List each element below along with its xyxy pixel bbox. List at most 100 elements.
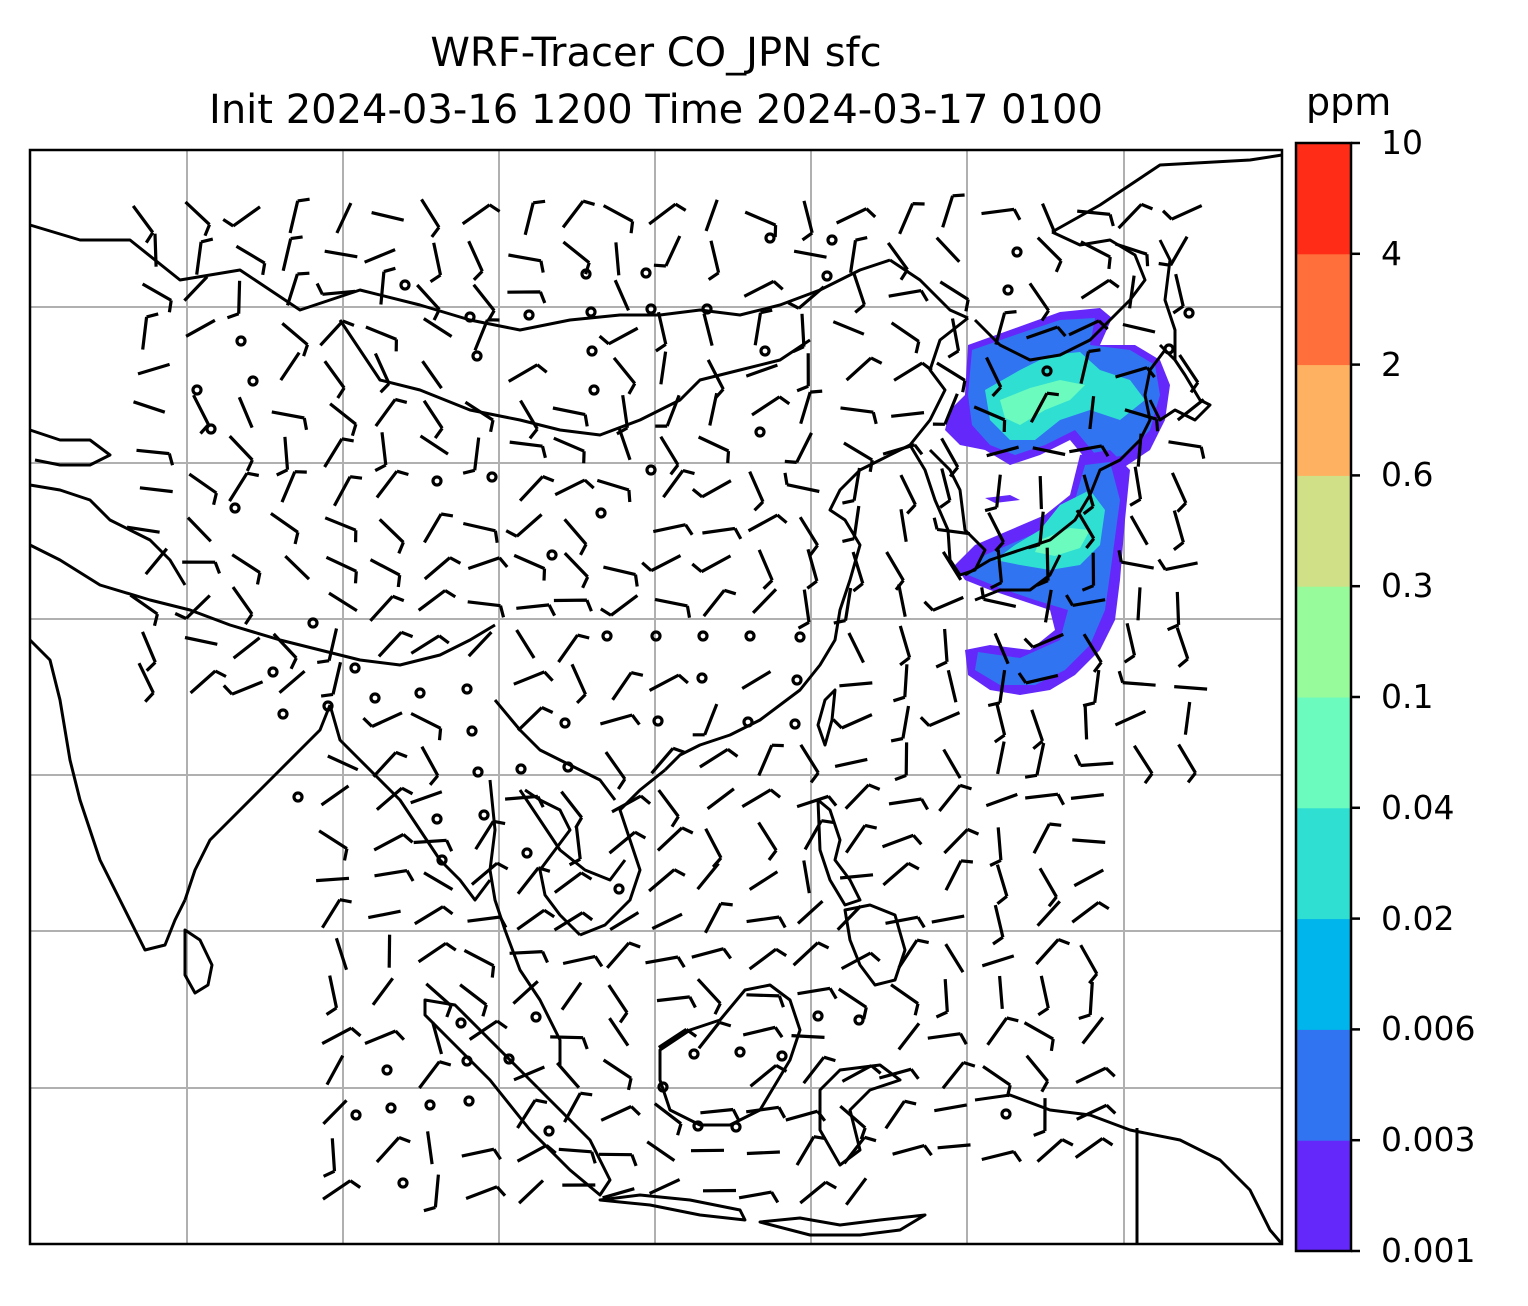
wind-barb	[1117, 670, 1156, 687]
wind-barb	[288, 197, 310, 234]
wind-barb	[899, 474, 917, 515]
wind-barb	[881, 833, 923, 849]
colorbar	[1294, 141, 1360, 1253]
wind-barb	[315, 282, 356, 296]
wind-barb	[839, 681, 873, 688]
wind-barb	[897, 583, 907, 618]
wind-barb	[1174, 685, 1208, 691]
wind-barb	[656, 826, 694, 852]
colorbar-tick-label: 0.003	[1381, 1120, 1476, 1160]
wind-barb	[980, 587, 1017, 608]
wind-barb	[702, 588, 737, 618]
wind-barb	[470, 861, 509, 886]
wind-barb	[1078, 981, 1094, 1021]
wind-barb	[749, 1064, 788, 1088]
wind-barb	[835, 207, 877, 225]
wind-barb	[796, 900, 824, 925]
wind-barb	[892, 1143, 933, 1157]
wind-barb	[316, 628, 339, 664]
wind-barb	[1025, 792, 1066, 806]
wind-barb	[137, 662, 155, 703]
colorbar-tick-label: 0.04	[1381, 787, 1455, 827]
wind-barb	[996, 741, 1006, 775]
wind-barb	[462, 437, 481, 475]
wind-barb	[1082, 633, 1103, 673]
wind-barb	[285, 271, 310, 306]
wind-barb	[425, 982, 453, 1018]
calm-wind-circle	[657, 1081, 669, 1093]
wind-barb	[609, 911, 640, 931]
wind-barb	[605, 941, 641, 969]
wind-barb	[981, 1150, 1023, 1163]
wind-barb	[139, 486, 173, 494]
wind-barb	[1038, 476, 1043, 510]
wind-barb	[932, 393, 959, 426]
wind-barb	[745, 1105, 787, 1119]
wind-barb	[797, 986, 838, 1000]
wind-barb	[509, 440, 547, 459]
wind-barb	[558, 1147, 597, 1164]
wind-barb	[362, 711, 403, 728]
wind-barb	[940, 437, 960, 478]
wind-barb	[648, 1178, 681, 1195]
calm-wind-circle	[688, 1048, 700, 1060]
colorbar-tick-label: 2	[1381, 344, 1402, 384]
wind-barb	[465, 1185, 507, 1200]
wind-barb	[653, 235, 682, 268]
wind-barb	[1071, 901, 1110, 924]
wind-barb	[226, 280, 242, 320]
wind-barb	[656, 995, 697, 1009]
wind-barb	[1024, 742, 1046, 779]
calm-wind-circle	[1000, 1108, 1012, 1120]
wind-barb	[1168, 440, 1206, 459]
wind-barb	[410, 634, 450, 655]
calm-wind-circle	[455, 1017, 467, 1029]
calm-wind-circle	[692, 1120, 704, 1132]
wind-barb	[745, 363, 778, 378]
wind-barb	[422, 317, 453, 338]
coast-japan-honshu	[964, 349, 1167, 577]
wind-barb	[416, 283, 441, 321]
wind-barb	[553, 598, 593, 612]
calm-wind-circle	[759, 345, 771, 357]
wind-barb	[562, 954, 604, 968]
wind-barb	[845, 1177, 868, 1206]
wind-barb	[550, 1035, 589, 1050]
wind-barb	[941, 551, 963, 581]
wind-barb	[612, 356, 637, 395]
wind-barb	[508, 253, 545, 273]
wind-barb	[599, 594, 639, 617]
wind-barb	[420, 198, 441, 238]
calm-wind-circle	[472, 766, 484, 778]
wind-barb	[985, 792, 1018, 808]
wind-barb	[748, 947, 788, 971]
wind-barb	[653, 1102, 683, 1136]
wind-barb	[986, 1016, 1019, 1046]
wind-barb	[563, 1091, 593, 1123]
wind-barb	[518, 475, 555, 502]
calm-wind-circle	[1163, 343, 1175, 355]
wind-barb	[557, 633, 590, 664]
colorbar-segment	[1296, 586, 1351, 698]
wind-barb	[897, 938, 930, 969]
wind-barb	[655, 311, 668, 353]
wind-barb	[798, 516, 819, 556]
wind-barb	[936, 361, 967, 393]
wind-barb	[657, 1028, 698, 1049]
wind-barb	[184, 635, 218, 646]
wind-barb	[1041, 202, 1057, 235]
wind-barb	[320, 784, 350, 807]
wind-barb	[131, 204, 155, 244]
wind-barb	[1023, 632, 1064, 649]
calm-wind-circle	[478, 809, 490, 821]
calm-wind-circle	[191, 384, 203, 396]
wind-barb	[324, 516, 358, 543]
wind-barb	[1030, 709, 1045, 750]
wind-barb	[652, 523, 694, 536]
wind-barb	[802, 1055, 836, 1085]
coast-russia-far-east	[1051, 153, 1283, 234]
colorbar-tick-label: 0.6	[1381, 455, 1434, 495]
wind-barb	[843, 441, 874, 473]
wind-barb	[982, 1065, 1012, 1098]
wind-barb	[315, 876, 350, 883]
